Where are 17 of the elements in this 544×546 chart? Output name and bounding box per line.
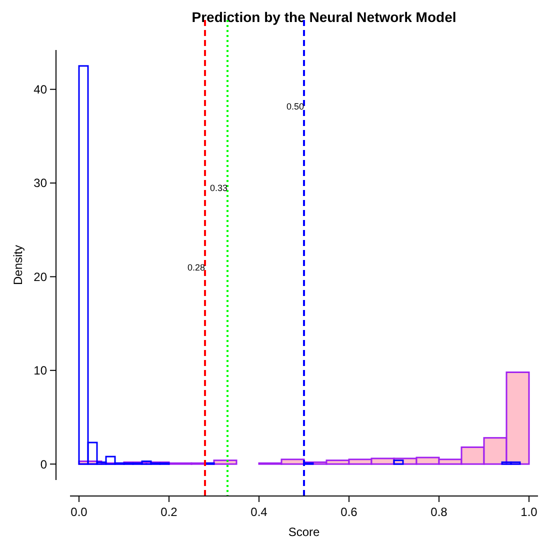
- x-tick-label: 0.8: [430, 505, 448, 519]
- y-tick-label: 0: [40, 457, 48, 472]
- x-tick-label: 0.4: [250, 505, 268, 519]
- x-tick-label: 0.0: [70, 505, 88, 519]
- y-tick-label: 30: [34, 176, 48, 190]
- y-axis-title: Density: [11, 244, 25, 286]
- chart-title: Prediction by the Neural Network Model: [192, 9, 456, 25]
- annotation: 0.33: [210, 182, 228, 193]
- y-tick-label: 10: [34, 364, 48, 378]
- annotation: 0.50: [286, 101, 304, 112]
- annotation: 0.28: [187, 262, 205, 272]
- x-axis-title: Score: [288, 525, 320, 539]
- y-tick-label: 20: [34, 270, 48, 284]
- x-tick-label: 0.2: [160, 505, 178, 519]
- x-tick-label: 0.6: [340, 505, 358, 519]
- x-tick-label: 1.0: [520, 505, 538, 519]
- y-tick-label: 40: [34, 82, 48, 97]
